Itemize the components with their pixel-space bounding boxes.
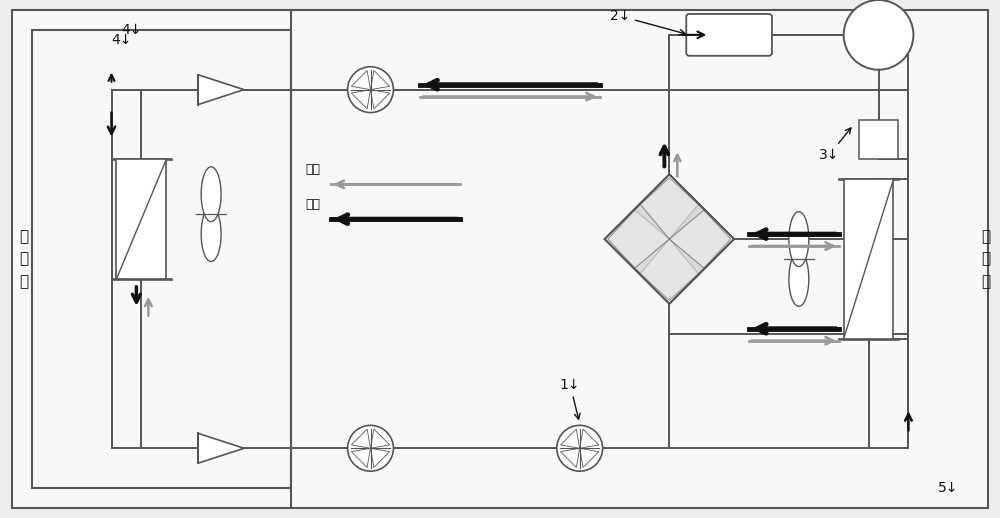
Ellipse shape (789, 252, 809, 306)
Polygon shape (198, 434, 244, 463)
Ellipse shape (201, 167, 221, 222)
Polygon shape (370, 90, 390, 109)
FancyBboxPatch shape (686, 14, 772, 56)
Polygon shape (561, 448, 580, 467)
Text: 4↓: 4↓ (121, 23, 142, 37)
Text: 室
内
机: 室 内 机 (19, 229, 28, 289)
Polygon shape (198, 75, 244, 105)
Text: 1↓: 1↓ (560, 378, 580, 419)
Bar (116, 160, 166, 279)
Polygon shape (608, 205, 669, 274)
Bar (844, 179, 893, 339)
Bar (859, 120, 898, 160)
Text: 3↓: 3↓ (819, 128, 851, 162)
Polygon shape (351, 448, 370, 467)
Text: 室
外
机: 室 外 机 (982, 229, 991, 289)
Text: 制冷: 制冷 (306, 163, 321, 176)
Ellipse shape (789, 212, 809, 266)
Text: 4↓: 4↓ (111, 33, 132, 47)
Bar (32, 30, 291, 488)
Circle shape (348, 67, 393, 112)
Polygon shape (669, 205, 731, 274)
Circle shape (844, 0, 913, 70)
Polygon shape (561, 429, 580, 448)
Polygon shape (370, 70, 390, 90)
Text: 制热: 制热 (306, 198, 321, 211)
Polygon shape (580, 429, 599, 448)
Polygon shape (351, 90, 370, 109)
Text: 2↓: 2↓ (610, 9, 685, 35)
Polygon shape (580, 448, 599, 467)
Polygon shape (370, 448, 390, 467)
Polygon shape (605, 175, 734, 304)
Polygon shape (635, 178, 704, 239)
Polygon shape (635, 239, 704, 300)
Polygon shape (351, 70, 370, 90)
Ellipse shape (201, 207, 221, 262)
Circle shape (557, 425, 603, 471)
Polygon shape (351, 429, 370, 448)
Circle shape (348, 425, 393, 471)
Polygon shape (370, 429, 390, 448)
Text: 5↓: 5↓ (938, 481, 958, 495)
